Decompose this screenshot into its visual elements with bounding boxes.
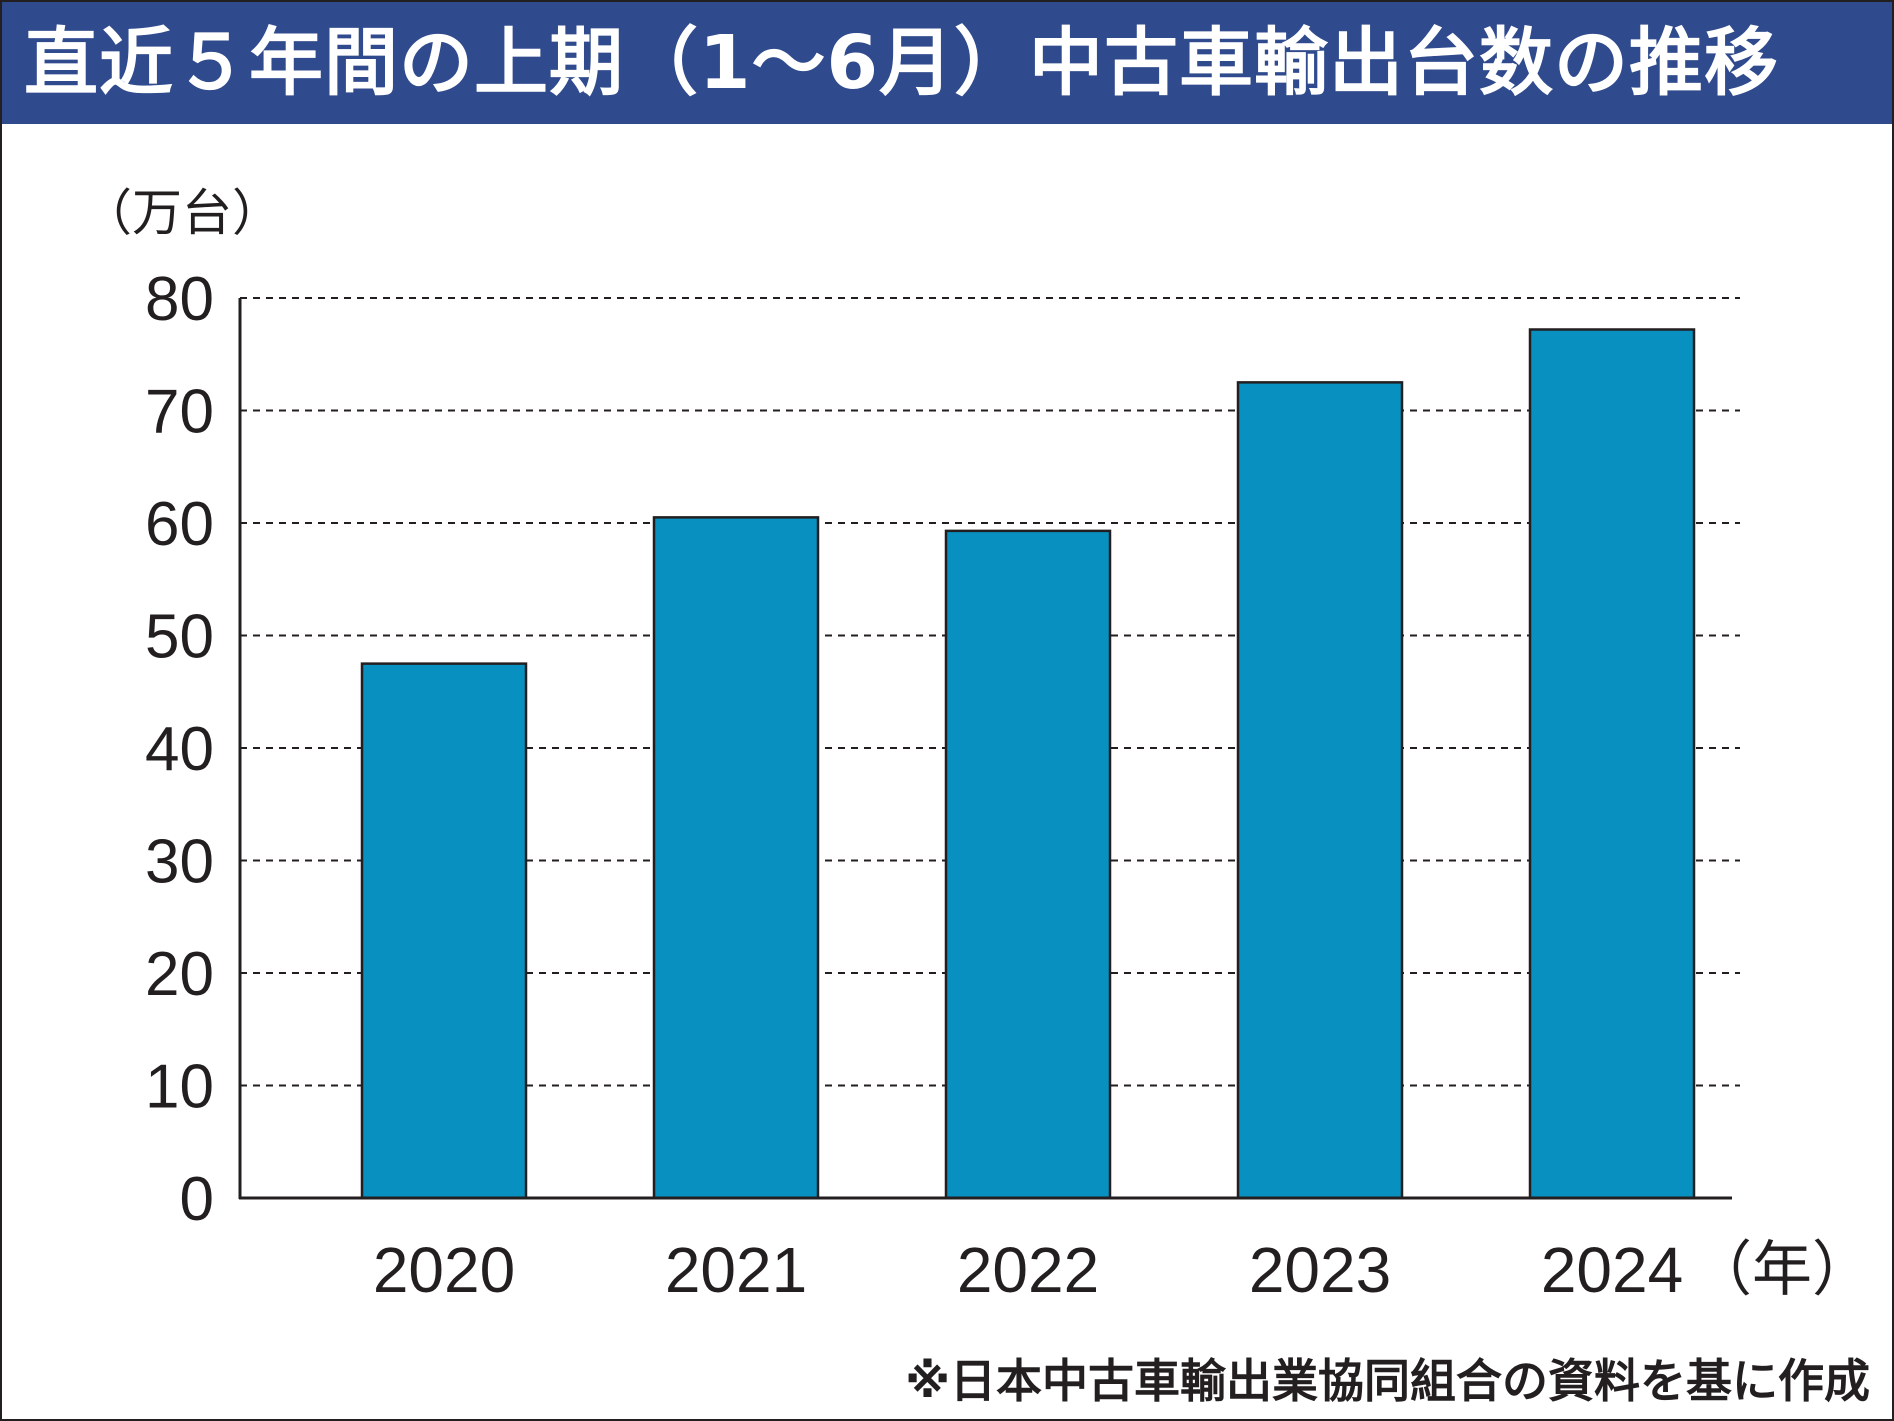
x-category-label: 2020 (373, 1234, 515, 1306)
x-category-label: 2022 (957, 1234, 1099, 1306)
y-tick-label: 20 (145, 940, 214, 1009)
bar-2023 (1236, 381, 1404, 1200)
y-tick-label: 10 (145, 1053, 214, 1122)
bar-2021 (652, 516, 820, 1200)
x-axis-unit-label: （年） (1692, 1236, 1872, 1303)
bar-2022 (944, 529, 1112, 1200)
x-category-label: 2024 (1541, 1234, 1683, 1306)
chart-title: 直近５年間の上期（1～6月）中古車輸出台数の推移 (2, 2, 1892, 124)
y-tick-label: 30 (145, 828, 214, 897)
y-tick-label: 40 (145, 715, 214, 784)
bar-2024 (1528, 328, 1696, 1200)
y-tick-label: 80 (145, 265, 214, 334)
y-tick-label: 70 (145, 378, 214, 447)
y-tick-label: 0 (180, 1165, 214, 1234)
bar-2020 (360, 662, 528, 1200)
x-category-label: 2021 (665, 1234, 807, 1306)
source-note: ※日本中古車輸出業協同組合の資料を基に作成 (905, 1354, 1870, 1408)
x-category-label: 2023 (1249, 1234, 1391, 1306)
y-axis-unit-label: （万台） (82, 185, 282, 241)
y-tick-label: 60 (145, 490, 214, 559)
y-tick-label: 50 (145, 603, 214, 672)
